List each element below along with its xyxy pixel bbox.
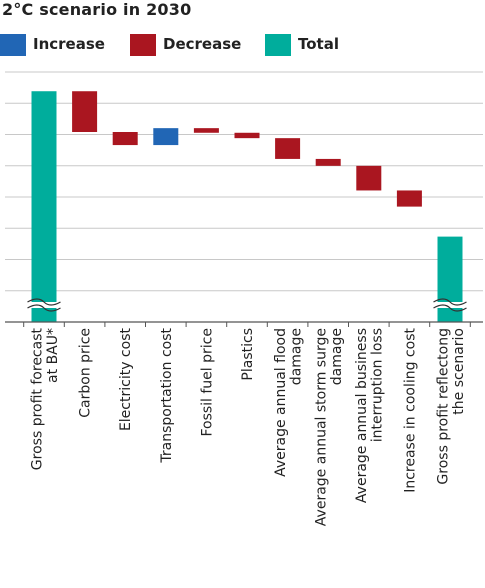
bars [31, 91, 463, 322]
x-tick-label: Plastics [240, 328, 256, 381]
legend-swatch-increase [0, 34, 26, 56]
x-tick-label: Fossil fuel price [199, 328, 215, 437]
axis-break-gap [433, 302, 467, 308]
axis-break-mark [27, 298, 61, 306]
x-tick-label: Gross profit forecast [29, 328, 45, 471]
chart-title: 2°C scenario in 2030 [2, 0, 192, 19]
x-tick-label: damage [329, 328, 345, 385]
legend-swatch-decrease [130, 34, 156, 56]
bar-decrease [193, 128, 219, 133]
bar-decrease [396, 190, 422, 207]
legend-label-decrease: Decrease [163, 35, 242, 53]
legend-swatch-total [265, 34, 291, 56]
axis-break-mark [433, 304, 467, 312]
x-tick-label: Increase in cooling cost [402, 327, 418, 492]
bar-decrease [72, 91, 98, 132]
bar-total [437, 236, 463, 322]
bar-decrease [356, 165, 382, 191]
x-tick-label: damage [288, 328, 304, 385]
x-tick-label: interruption loss [370, 328, 386, 442]
bar-total [31, 91, 57, 322]
bar-decrease [234, 132, 260, 139]
x-tick-label: the scenario [451, 328, 467, 415]
axis-break-gap [27, 302, 61, 308]
x-tick-label: at BAU* [45, 328, 61, 383]
x-tick-label: Transportation cost [159, 327, 175, 463]
bar-decrease [112, 132, 138, 146]
x-tick-label: Electricity cost [118, 327, 134, 431]
axis-break-mark [433, 298, 467, 306]
x-tick-label: Average annual storm surge [313, 328, 329, 526]
bar-increase [153, 128, 179, 146]
axis-break-mark [27, 304, 61, 312]
bar-decrease [275, 138, 301, 159]
x-tick-label: Average annual business [354, 328, 370, 503]
legend-label-increase: Increase [33, 35, 105, 53]
x-tick-label: Carbon price [78, 328, 94, 418]
legend-label-total: Total [298, 35, 339, 53]
bar-decrease [315, 158, 341, 166]
x-tick-label: Average annual flood [273, 328, 289, 477]
x-tick-label: Gross profit reflectong [435, 328, 451, 485]
